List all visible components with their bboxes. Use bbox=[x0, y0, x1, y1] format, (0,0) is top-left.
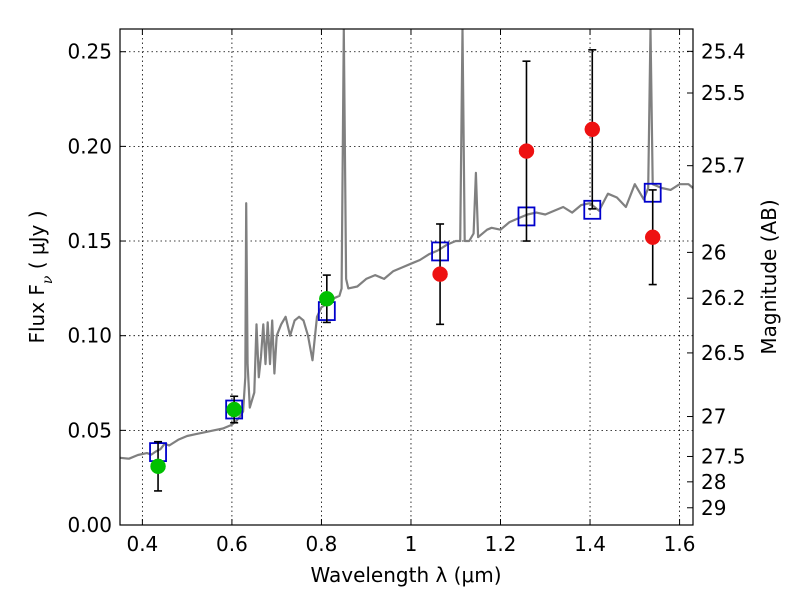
observed-photometry-point bbox=[150, 458, 166, 475]
plot-frame bbox=[119, 28, 694, 526]
x-tick-label: 1.2 bbox=[485, 532, 517, 556]
x-tick-label: 0.6 bbox=[216, 532, 248, 556]
y-axis-label-main: Flux F bbox=[25, 284, 49, 343]
y-tick-label: 0.25 bbox=[67, 40, 112, 64]
y2-tick-label: 26.2 bbox=[701, 286, 746, 310]
observed-photometry-point bbox=[518, 143, 535, 159]
y-tick-label: 0.10 bbox=[67, 324, 112, 348]
y2-tick-label: 28 bbox=[701, 470, 726, 494]
y2-axis-label: Magnitude (AB) bbox=[757, 199, 781, 354]
plot-area bbox=[120, 29, 693, 492]
y2-tick-label: 25.5 bbox=[701, 81, 746, 105]
y-axis-label-unit: ( μJy ) bbox=[25, 210, 49, 275]
grid-lines bbox=[120, 29, 693, 526]
observed-photometry-point bbox=[644, 229, 661, 245]
y2-tick-label: 27.5 bbox=[701, 444, 746, 468]
y2-tick-label: 25.4 bbox=[701, 39, 746, 63]
y2-tick-label: 29 bbox=[701, 496, 726, 520]
y2-tick-label: 27 bbox=[701, 405, 726, 429]
y-tick-label: 0.05 bbox=[67, 418, 112, 442]
x-tick-label: 1.6 bbox=[664, 532, 696, 556]
observed-photometry-point bbox=[432, 266, 448, 282]
x-tick-label: 1 bbox=[405, 532, 418, 556]
y2-axis-label-group: Magnitude (AB) bbox=[757, 199, 781, 354]
x-tick-label: 0.8 bbox=[306, 532, 338, 556]
observed-photometry-point bbox=[226, 401, 242, 418]
y2-tick-label: 26.5 bbox=[701, 341, 746, 365]
y2-tick-label: 26 bbox=[701, 240, 726, 264]
x-tick-label: 1.4 bbox=[574, 532, 606, 556]
x-axis-label: Wavelength λ (μm) bbox=[310, 563, 501, 587]
observed-photometry-point bbox=[319, 291, 335, 307]
axis-ticks: 0.4 0.6 0.8 1 1.2 1.4 1.6 0.00 0.05 0.10 0.15 0.20 0… bbox=[67, 29, 746, 556]
y-axis-label-group: Flux Fν ( μJy ) bbox=[25, 210, 56, 343]
x-tick-label: 0.4 bbox=[126, 532, 158, 556]
y-axis-label: Flux Fν ( μJy ) bbox=[25, 210, 56, 343]
y-axis-label-sub: ν bbox=[40, 275, 56, 284]
observed-photometry-point bbox=[584, 121, 601, 138]
y-tick-label: 0.00 bbox=[67, 513, 112, 537]
y-tick-label: 0.20 bbox=[67, 134, 112, 158]
y2-tick-label: 25.7 bbox=[701, 154, 746, 178]
spectrum-line bbox=[120, 29, 693, 460]
y-tick-label: 0.15 bbox=[67, 229, 112, 253]
